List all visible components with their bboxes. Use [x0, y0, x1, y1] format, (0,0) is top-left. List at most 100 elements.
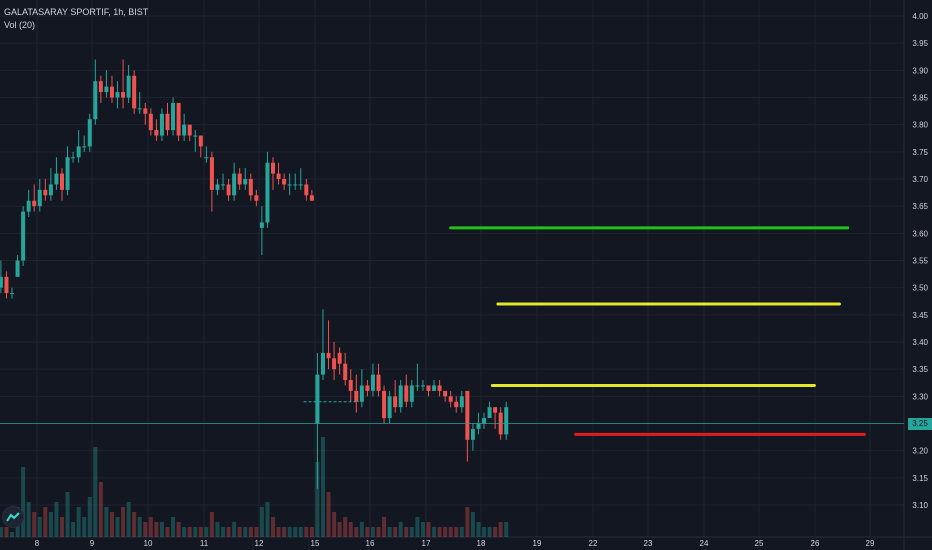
candle-body: [209, 157, 214, 190]
volume-bar: [93, 447, 98, 537]
x-tick-label: 25: [755, 539, 764, 548]
candle-body: [326, 352, 331, 359]
volume-bar: [148, 517, 153, 537]
candle-body: [126, 75, 131, 98]
symbol-title[interactable]: GALATASARAY SPORTIF, 1h, BIST: [4, 7, 149, 17]
volume-bar: [121, 507, 126, 537]
volume-bar: [221, 527, 226, 537]
drawn-lines[interactable]: [0, 226, 904, 436]
candle-body: [354, 390, 359, 402]
candle-body: [393, 396, 398, 408]
candle-body: [154, 130, 159, 136]
y-tick-label: 3.80: [912, 121, 928, 130]
candle-body: [420, 385, 425, 387]
y-tick-label: 3.75: [912, 148, 928, 157]
volume-bar: [82, 517, 87, 537]
candle-body: [254, 195, 259, 201]
x-tick-label: 18: [477, 539, 486, 548]
volume-bar: [398, 522, 403, 537]
candle-body: [115, 92, 120, 98]
candle-body: [215, 184, 220, 190]
x-tick-label: 12: [255, 539, 264, 548]
y-tick-label: 3.85: [912, 94, 928, 103]
volume-bar: [137, 517, 142, 537]
volume-bar: [465, 507, 470, 537]
candle-body: [304, 184, 309, 196]
candle-body: [148, 113, 153, 131]
candle-body: [237, 173, 242, 185]
volume-bar: [365, 527, 370, 537]
candle-body: [493, 407, 498, 413]
volume-bar: [209, 512, 214, 537]
candle-body: [165, 113, 170, 131]
volume-bar: [109, 512, 114, 537]
volume-bar: [87, 497, 92, 537]
volume-bar: [226, 527, 231, 537]
candlesticks[interactable]: [0, 59, 509, 489]
candle-body: [204, 157, 209, 159]
x-tick-label: 9: [90, 539, 95, 548]
candle-body: [476, 423, 481, 429]
time-axis[interactable]: 8 9 10 11 12 15 16 17 18 19 22 23 24 25 26 29: [35, 539, 875, 548]
volume-bar: [215, 522, 220, 537]
y-tick-label: 3.70: [912, 175, 928, 184]
candle-body: [459, 396, 464, 408]
candle-body: [276, 173, 281, 179]
candle-body: [15, 260, 20, 277]
candle-body: [443, 390, 448, 397]
volume-bar: [404, 527, 409, 537]
chart-legend: GALATASARAY SPORTIF, 1h, BIST Vol (20): [4, 6, 148, 32]
volume-bar: [59, 517, 64, 537]
volume-bar: [182, 527, 187, 537]
candle-body: [137, 108, 142, 110]
volume-bar: [65, 492, 70, 537]
volume-bar: [198, 527, 203, 537]
volume-bar: [204, 527, 209, 537]
x-tick-label: 8: [35, 539, 40, 548]
price-axis[interactable]: 4.00 3.95 3.90 3.85 3.80 3.75 3.70 3.65 3.60 3.55…: [912, 12, 928, 510]
candle-body: [121, 92, 126, 98]
volume-indicator-label[interactable]: Vol (20): [4, 20, 36, 30]
candle-body: [26, 200, 31, 212]
volume-bar: [443, 527, 448, 537]
volume-bar: [159, 522, 164, 537]
candle-body: [243, 179, 248, 185]
volume-bar: [370, 527, 375, 537]
candle-body: [43, 189, 48, 196]
y-tick-label: 3.60: [912, 229, 928, 238]
x-tick-label: 15: [311, 539, 320, 548]
volume-bar: [470, 512, 475, 537]
candle-body: [98, 81, 103, 93]
candle-body: [387, 396, 392, 419]
candle-body: [0, 276, 3, 288]
volume-bar: [154, 522, 159, 537]
volume-bar: [71, 522, 76, 537]
volume-bar: [237, 527, 242, 537]
x-tick-label: 10: [144, 539, 153, 548]
candle-body: [370, 374, 375, 391]
candle-body: [65, 157, 70, 190]
x-tick-label: 22: [589, 539, 598, 548]
candle-body: [348, 380, 353, 391]
volume-bar: [326, 492, 331, 537]
candle-body: [159, 113, 164, 136]
y-tick-label: 3.20: [912, 447, 928, 456]
candle-body: [426, 385, 431, 391]
volume-bar: [232, 522, 237, 537]
volume-bar: [359, 522, 364, 537]
candle-body: [282, 179, 287, 185]
candle-body: [93, 81, 98, 120]
volume-bar: [293, 527, 298, 537]
volume-bar: [165, 527, 170, 537]
volume-bar: [26, 502, 31, 537]
candle-body: [437, 385, 442, 391]
volume-bar: [343, 517, 348, 537]
candle-body: [337, 352, 342, 364]
volume-bar: [298, 527, 303, 537]
candle-body: [21, 211, 26, 261]
candle-body: [143, 108, 148, 114]
candle-body: [315, 374, 320, 424]
x-tick-label: 26: [811, 539, 820, 548]
volume-bar: [315, 462, 320, 537]
